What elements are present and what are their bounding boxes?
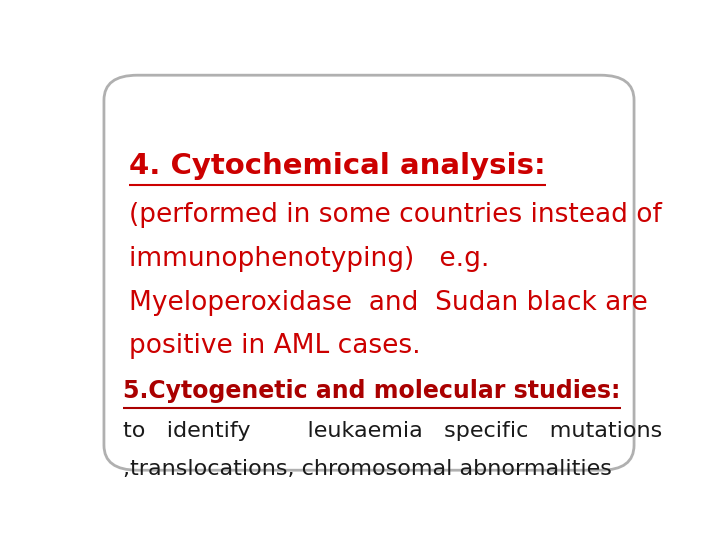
Text: immunophenotyping)   e.g.: immunophenotyping) e.g. (129, 246, 490, 272)
Text: positive in AML cases.: positive in AML cases. (129, 333, 420, 359)
Text: (performed in some countries instead of: (performed in some countries instead of (129, 202, 662, 228)
Text: 5.Cytogenetic and molecular studies:: 5.Cytogenetic and molecular studies: (124, 379, 621, 403)
Text: ,translocations, chromosomal abnormalities: ,translocations, chromosomal abnormaliti… (124, 459, 612, 479)
FancyBboxPatch shape (104, 75, 634, 470)
Text: to   identify        leukaemia   specific   mutations: to identify leukaemia specific mutations (124, 421, 662, 441)
Text: Myeloperoxidase  and  Sudan black are: Myeloperoxidase and Sudan black are (129, 289, 648, 316)
Text: 4. Cytochemical analysis:: 4. Cytochemical analysis: (129, 152, 546, 180)
